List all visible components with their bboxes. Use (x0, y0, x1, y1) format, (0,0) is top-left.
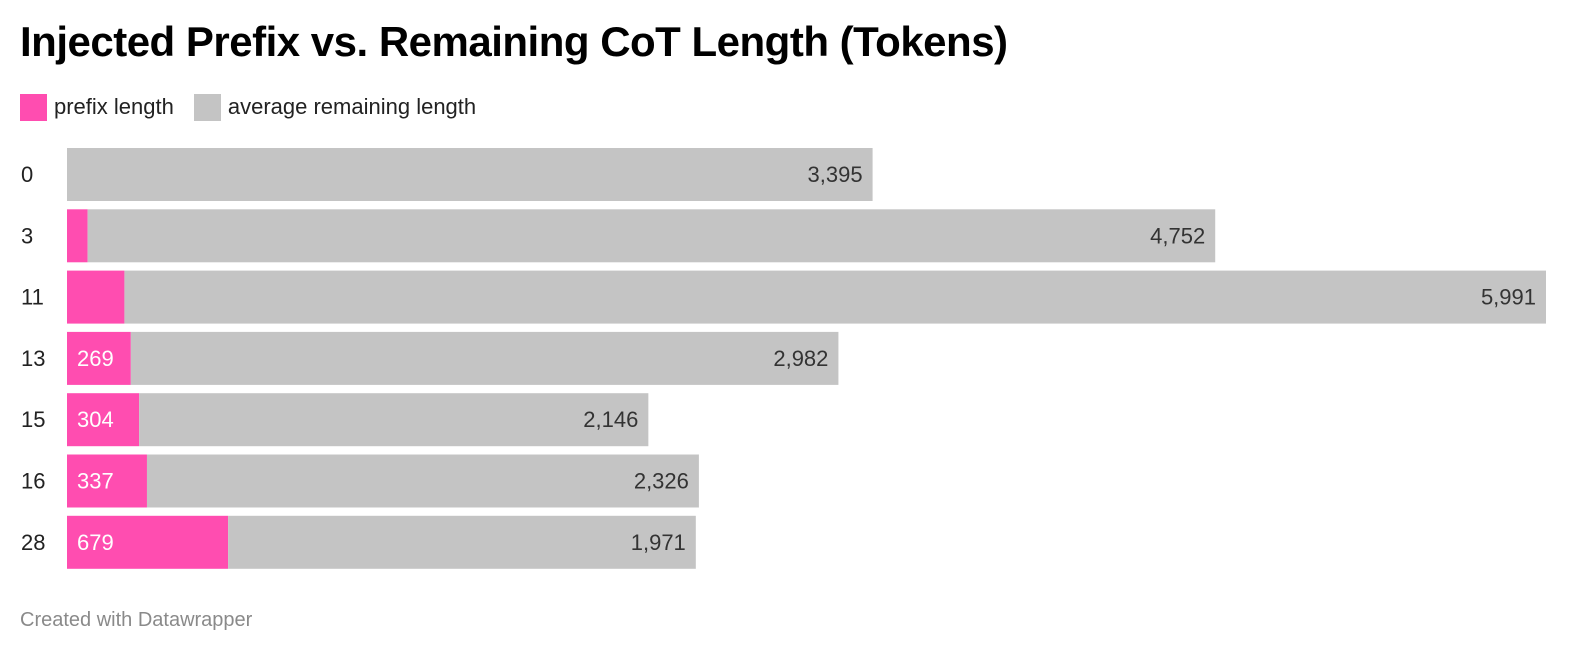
bar-remaining (139, 393, 649, 447)
footer-credit: Created with Datawrapper (20, 609, 253, 631)
category-label: 11 (21, 285, 44, 310)
category-label: 28 (21, 530, 45, 555)
bar-remaining (146, 454, 699, 508)
category-label: 15 (21, 407, 45, 432)
bar-remaining (87, 209, 1216, 263)
bar-remaining (124, 270, 1546, 324)
bar-prefix (67, 331, 131, 385)
bar-prefix (67, 393, 140, 447)
bar-remaining (67, 148, 873, 201)
category-label: 0 (21, 162, 33, 187)
category-label: 3 (21, 223, 33, 248)
bar-prefix (67, 454, 147, 508)
legend-item-prefix: prefix length (20, 93, 174, 121)
bar-remaining (228, 515, 696, 569)
data-label-remaining: 5,991 (1481, 285, 1536, 310)
data-label-prefix: 337 (77, 469, 114, 494)
data-label-remaining: 3,395 (808, 162, 863, 187)
data-label-prefix: 679 (77, 530, 114, 555)
legend-swatch-remaining (193, 93, 221, 121)
category-label: 13 (21, 346, 45, 371)
legend-label-prefix: prefix length (54, 94, 174, 119)
data-label-prefix: 269 (77, 346, 114, 371)
legend-item-remaining: average remaining length (193, 93, 477, 121)
category-label: 16 (21, 469, 45, 494)
data-label-prefix: 304 (77, 407, 114, 432)
data-label-remaining: 1,971 (631, 530, 686, 555)
chart-title: Injected Prefix vs. Remaining CoT Length… (20, 18, 1008, 65)
bar-prefix (67, 270, 125, 324)
legend-label-remaining: average remaining length (227, 94, 477, 119)
data-label-remaining: 2,146 (583, 407, 638, 432)
bar-remaining (130, 331, 839, 385)
bar-prefix (67, 515, 229, 569)
bar-prefix (67, 209, 88, 263)
data-label-remaining: 2,982 (773, 346, 828, 371)
legend-swatch-prefix (20, 93, 47, 121)
legend: prefix length average remaining length (20, 93, 496, 121)
data-label-remaining: 2,326 (634, 469, 689, 494)
data-label-remaining: 4,752 (1150, 223, 1205, 248)
